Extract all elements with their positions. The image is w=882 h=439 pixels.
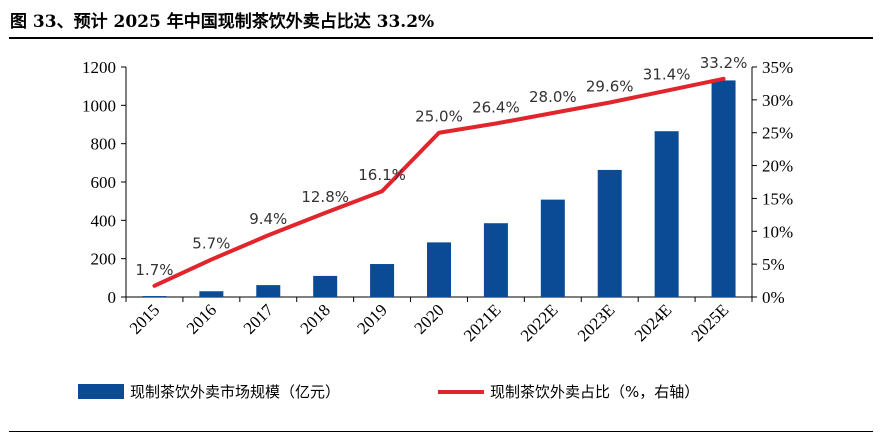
right-tick-label: 30% (762, 91, 793, 110)
left-tick-label: 0 (108, 288, 117, 307)
bar-2015 (142, 296, 167, 297)
bottom-rule (9, 431, 873, 432)
bar-2023E (597, 169, 622, 297)
right-tick-label: 25% (762, 124, 793, 143)
x-tick-label: 2015 (126, 300, 163, 337)
right-tick-label: 15% (762, 189, 793, 208)
bar-2020 (427, 242, 451, 297)
bar-2021E (483, 223, 508, 297)
right-tick-label: 35% (762, 58, 793, 77)
legend: 现制茶饮外卖市场规模（亿元） 现制茶饮外卖占比（%，右轴） (78, 383, 699, 401)
x-tick-label: 2021E (460, 300, 505, 345)
left-tick-label: 200 (91, 250, 117, 269)
legend-bar-label: 现制茶饮外卖市场规模（亿元） (130, 383, 340, 401)
bar-2019 (370, 264, 395, 297)
share-data-label: 28.0% (529, 88, 577, 106)
share-data-label: 12.8% (301, 188, 349, 206)
share-data-label: 31.4% (643, 66, 691, 84)
share-data-label: 16.1% (358, 166, 406, 184)
left-tick-label: 1200 (82, 58, 116, 77)
bar-2024E (654, 131, 679, 297)
share-data-label: 26.4% (472, 99, 520, 117)
bar-2022E (540, 199, 565, 297)
x-tick-label: 2022E (517, 300, 562, 345)
x-tick-label: 2016 (183, 300, 220, 337)
share-data-label: 29.6% (586, 77, 634, 95)
x-tick-label: 2019 (353, 300, 390, 337)
right-tick-label: 0% (762, 288, 785, 307)
x-tick-label: 2024E (631, 300, 676, 345)
share-data-label: 25.0% (415, 108, 463, 126)
left-tick-label: 600 (91, 173, 117, 192)
right-tick-label: 10% (762, 222, 793, 241)
share-data-label: 9.4% (249, 210, 287, 228)
x-tick-label: 2017 (240, 300, 278, 338)
right-tick-label: 5% (762, 255, 785, 274)
legend-bar-swatch (78, 384, 124, 399)
x-tick-label: 2025E (688, 300, 733, 345)
x-tick-label: 2020 (410, 300, 447, 337)
bar-2025E (711, 80, 736, 298)
left-tick-label: 1000 (82, 96, 116, 115)
bar-2016 (199, 291, 224, 297)
bar-2018 (313, 275, 338, 297)
share-data-label: 1.7% (135, 261, 173, 279)
figure-title: 图 33、预计 2025 年中国现制茶饮外卖占比达 33.2% (10, 12, 435, 32)
right-tick-label: 20% (762, 157, 793, 176)
x-tick-label: 2018 (297, 300, 334, 337)
x-tick-label: 2023E (574, 300, 619, 345)
title-rule (9, 37, 873, 39)
share-data-label: 33.2% (700, 54, 748, 72)
share-data-label: 5.7% (192, 235, 230, 253)
bar-2017 (256, 285, 281, 297)
legend-line-label: 现制茶饮外卖占比（%，右轴） (490, 383, 699, 401)
left-tick-label: 800 (91, 135, 117, 154)
left-tick-label: 400 (91, 211, 117, 230)
